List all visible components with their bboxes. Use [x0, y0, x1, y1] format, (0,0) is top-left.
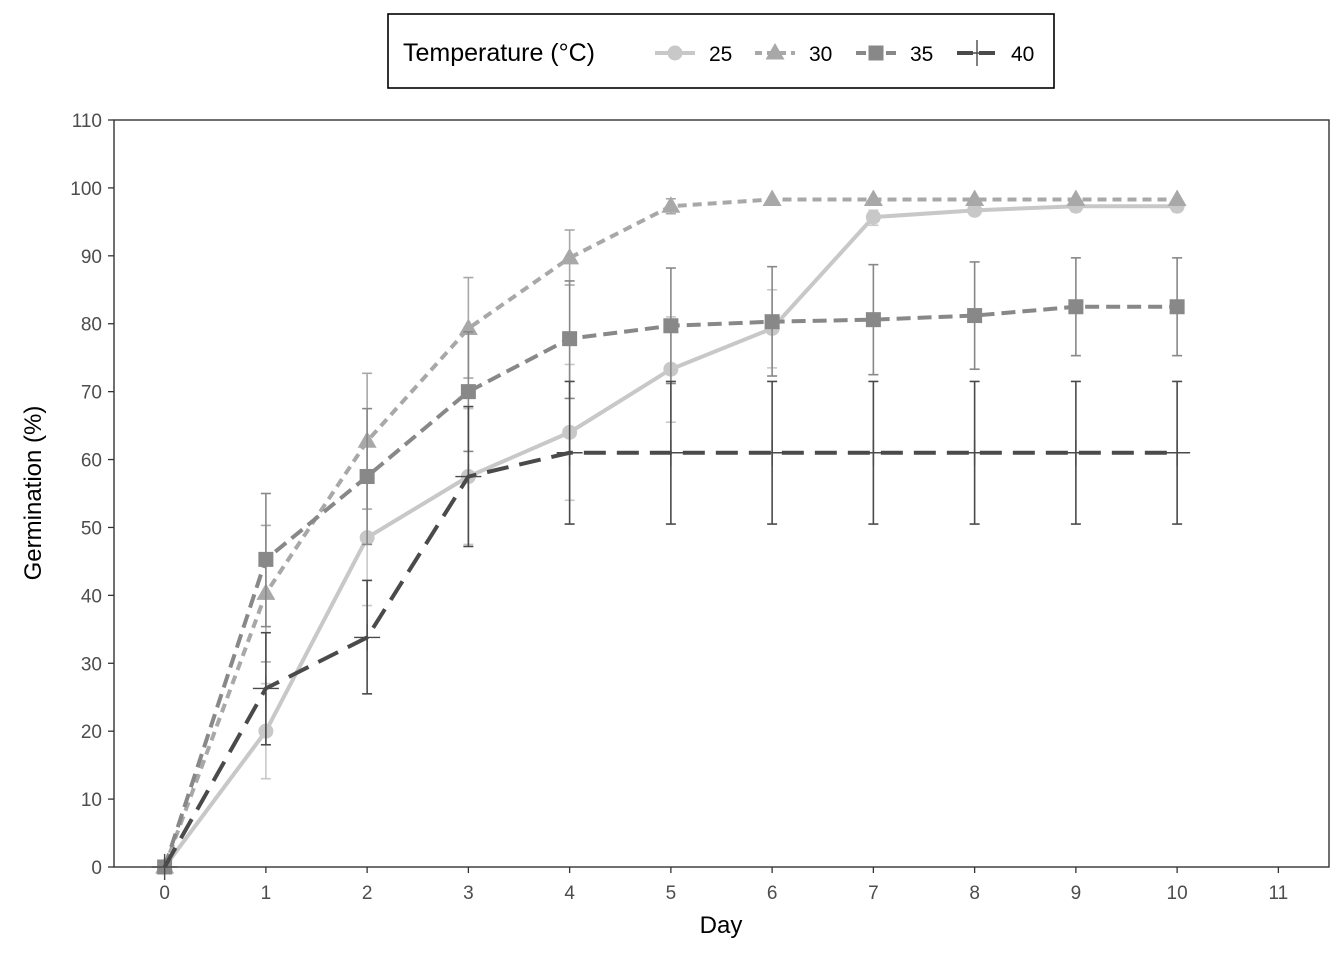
- y-tick-label: 90: [81, 247, 102, 268]
- y-tick-label: 100: [70, 179, 102, 200]
- data-point: [458, 318, 478, 335]
- legend-key-marker: [765, 43, 785, 60]
- data-point: [562, 331, 578, 347]
- y-tick-label: 50: [81, 518, 102, 539]
- data-point: [1068, 299, 1084, 315]
- x-tick-label: 1: [261, 883, 272, 904]
- x-tick-label: 5: [666, 883, 677, 904]
- y-tick-label: 30: [81, 654, 102, 675]
- x-tick-label: 4: [564, 883, 575, 904]
- data-point: [965, 189, 985, 206]
- legend-label: 40: [1011, 43, 1034, 66]
- series-40: [151, 380, 1191, 880]
- legend-box: [387, 13, 1055, 89]
- x-tick-label: 8: [969, 883, 980, 904]
- plot-panel: [113, 119, 1330, 868]
- y-axis-title: Germination (%): [20, 406, 47, 581]
- x-tick-label: 7: [868, 883, 879, 904]
- data-point: [560, 247, 580, 265]
- data-point: [865, 209, 881, 225]
- y-tick-label: 70: [81, 383, 102, 404]
- data-point: [762, 189, 782, 206]
- legend-item-35: 35: [856, 43, 933, 66]
- data-point: [1066, 189, 1086, 206]
- data-point: [661, 196, 681, 213]
- legend-item-40: 40: [957, 40, 1034, 66]
- data-point: [961, 439, 988, 466]
- legend-label: 30: [809, 43, 832, 66]
- y-tick-label: 60: [81, 451, 102, 472]
- y-tick-label: 10: [81, 790, 102, 811]
- data-point: [258, 551, 274, 567]
- y-tick-label: 80: [81, 315, 102, 336]
- data-point: [860, 439, 887, 466]
- data-point: [460, 384, 476, 400]
- x-tick-label: 6: [767, 883, 778, 904]
- legend-key-marker: [868, 45, 884, 61]
- y-tick-label: 0: [91, 858, 102, 879]
- data-point: [151, 854, 178, 880]
- x-tick-label: 2: [362, 883, 373, 904]
- data-point: [865, 312, 881, 328]
- legend-label: 35: [910, 43, 933, 66]
- legend-label: 25: [709, 43, 732, 66]
- series-layer: [151, 189, 1191, 880]
- y-tick-label: 20: [81, 722, 102, 743]
- x-tick-label: 11: [1269, 883, 1289, 904]
- series-35: [157, 257, 1185, 875]
- data-point: [455, 463, 482, 490]
- x-tick-label: 3: [463, 883, 474, 904]
- data-point: [764, 314, 780, 330]
- legend-key-marker: [667, 45, 683, 61]
- legend-title: Temperature (°C): [403, 39, 595, 67]
- data-point: [663, 318, 679, 334]
- data-point: [354, 624, 381, 651]
- data-point: [359, 469, 375, 485]
- data-point: [759, 439, 786, 466]
- legend: Temperature (°C) 25 30 35 40: [387, 13, 1055, 89]
- y-axis: 0 10 20 30 40 50 60 70 80 90 100 110: [70, 111, 114, 879]
- x-tick-label: 0: [159, 883, 170, 904]
- data-point: [967, 308, 983, 324]
- data-point: [1164, 439, 1191, 466]
- data-point: [1169, 299, 1185, 315]
- legend-key-marker: [964, 40, 990, 66]
- data-point: [252, 675, 279, 702]
- x-tick-label: 9: [1071, 883, 1082, 904]
- legend-item-25: 25: [655, 43, 732, 66]
- x-tick-label: 10: [1167, 883, 1188, 904]
- data-point: [556, 439, 583, 466]
- legend-item-30: 30: [755, 43, 832, 66]
- y-tick-label: 40: [81, 586, 102, 607]
- y-tick-label: 110: [72, 111, 102, 132]
- x-axis-title: Day: [700, 912, 743, 939]
- data-point: [657, 439, 684, 466]
- data-point: [863, 189, 883, 206]
- data-point: [1062, 439, 1089, 466]
- data-point: [967, 202, 983, 218]
- data-point: [1167, 189, 1187, 206]
- x-axis: 0 1 2 3 4 5 6 7 8 9 10 11: [159, 867, 1288, 904]
